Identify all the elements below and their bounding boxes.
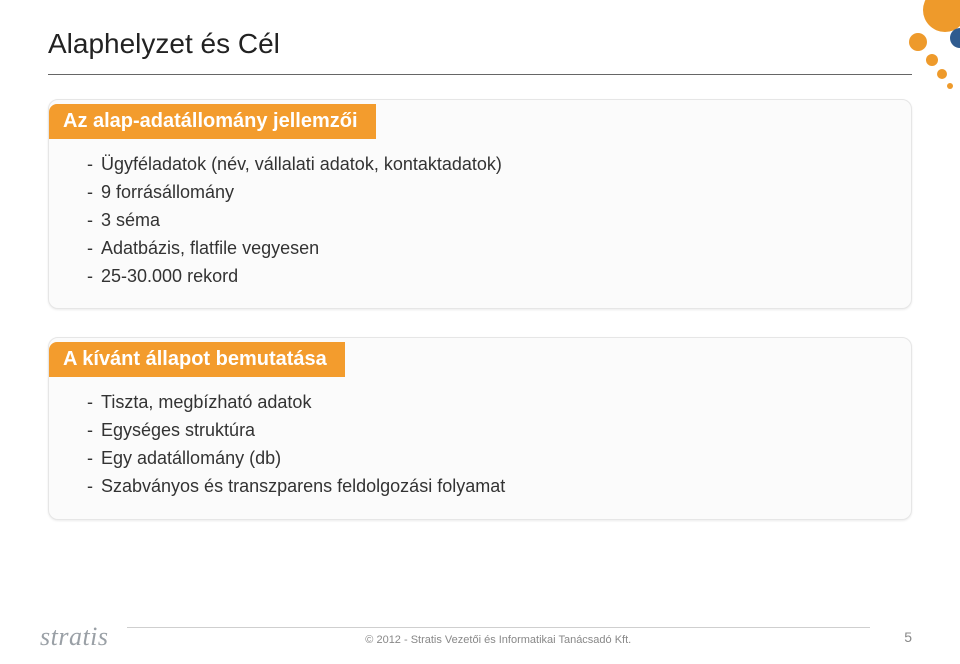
footer: stratis © 2012 - Stratis Vezetői és Info…	[0, 622, 960, 652]
list-item: Adatbázis, flatfile vegyesen	[87, 235, 891, 263]
list-item: Egy adatállomány (db)	[87, 445, 891, 473]
bullet-list: Ügyféladatok (név, vállalati adatok, kon…	[87, 151, 891, 290]
list-item: 9 forrásállomány	[87, 179, 891, 207]
bullet-list: Tiszta, megbízható adatok Egységes struk…	[87, 389, 891, 501]
panel-header: A kívánt állapot bemutatása	[49, 342, 345, 377]
list-item: Tiszta, megbízható adatok	[87, 389, 891, 417]
list-item: 3 séma	[87, 207, 891, 235]
page-number: 5	[888, 629, 912, 645]
list-item: Ügyféladatok (név, vállalati adatok, kon…	[87, 151, 891, 179]
list-item: 25-30.000 rekord	[87, 263, 891, 291]
logo: stratis	[40, 622, 109, 652]
page-title: Alaphelyzet és Cél	[48, 28, 912, 60]
slide: Alaphelyzet és Cél Az alap-adatállomány …	[0, 0, 960, 664]
panel-source-data: Az alap-adatállomány jellemzői Ügyfélada…	[48, 99, 912, 309]
list-item: Szabványos és transzparens feldolgozási …	[87, 473, 891, 501]
list-item: Egységes struktúra	[87, 417, 891, 445]
panel-target-state: A kívánt állapot bemutatása Tiszta, megb…	[48, 337, 912, 520]
panel-header: Az alap-adatállomány jellemzői	[49, 104, 376, 139]
title-rule	[48, 74, 912, 75]
copyright-wrap: © 2012 - Stratis Vezetői és Informatikai…	[127, 627, 870, 648]
copyright-text: © 2012 - Stratis Vezetői és Informatikai…	[365, 634, 631, 646]
